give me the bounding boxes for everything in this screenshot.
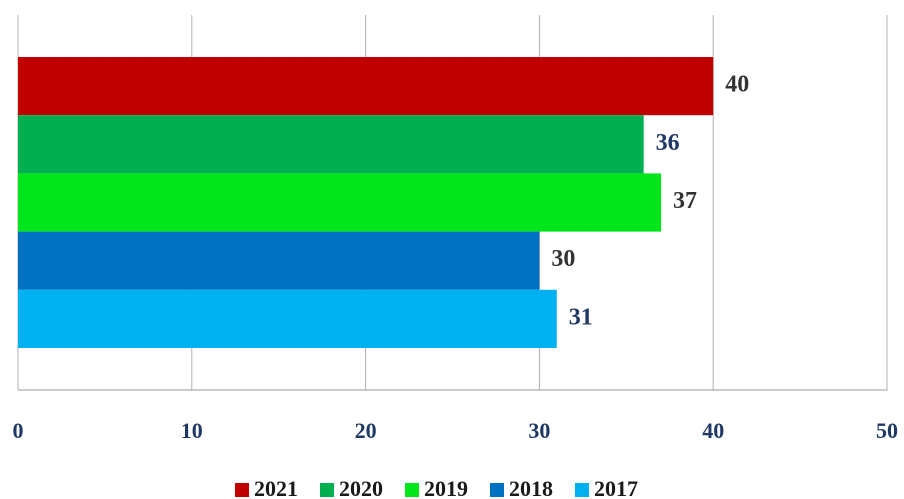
data-label: 37 bbox=[673, 188, 697, 214]
data-label: 36 bbox=[656, 130, 680, 156]
legend-label: 2021 bbox=[254, 476, 298, 499]
legend-label: 2020 bbox=[339, 476, 383, 499]
legend-label: 2019 bbox=[424, 476, 468, 499]
x-tick-label: 10 bbox=[181, 418, 203, 443]
legend-swatch bbox=[490, 483, 504, 497]
x-tick-label: 30 bbox=[528, 418, 550, 443]
legend-swatch bbox=[575, 483, 589, 497]
bar bbox=[18, 173, 662, 232]
legend-label: 2018 bbox=[509, 476, 553, 499]
legend-swatch bbox=[235, 483, 249, 497]
legend-swatch bbox=[320, 483, 334, 497]
x-tick-label: 40 bbox=[702, 418, 724, 443]
bar bbox=[18, 57, 714, 116]
data-label: 30 bbox=[551, 246, 575, 272]
data-label: 40 bbox=[725, 72, 749, 98]
bar bbox=[18, 231, 540, 290]
x-tick-label: 0 bbox=[13, 418, 24, 443]
bar bbox=[18, 115, 644, 174]
x-tick-label: 50 bbox=[876, 418, 898, 443]
legend-swatch bbox=[405, 483, 419, 497]
data-label: 31 bbox=[569, 304, 593, 330]
legend-label: 2017 bbox=[594, 476, 638, 499]
x-tick-label: 20 bbox=[355, 418, 377, 443]
bar bbox=[18, 289, 557, 348]
